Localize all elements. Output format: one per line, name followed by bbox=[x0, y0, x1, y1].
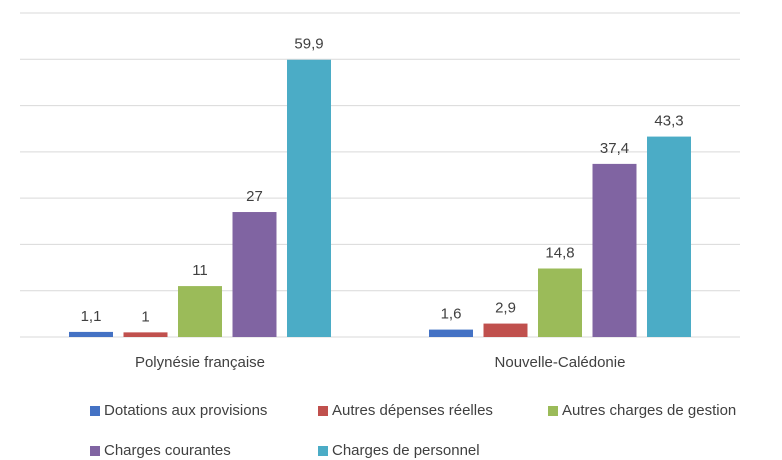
bar bbox=[647, 136, 691, 337]
bar bbox=[178, 286, 222, 337]
data-label: 1,1 bbox=[81, 308, 102, 325]
legend-swatch bbox=[90, 406, 100, 416]
bar bbox=[483, 323, 528, 337]
legend-swatch bbox=[318, 406, 328, 416]
legend-label: Charges de personnel bbox=[332, 442, 480, 459]
data-label: 37,4 bbox=[600, 140, 629, 157]
data-label: 1,6 bbox=[441, 306, 462, 323]
bar bbox=[123, 332, 168, 337]
data-label: 11 bbox=[192, 262, 208, 279]
data-label: 27 bbox=[246, 188, 263, 205]
bar bbox=[429, 329, 473, 337]
legend-label: Autres charges de gestion bbox=[562, 402, 736, 419]
data-label: 14,8 bbox=[545, 244, 574, 261]
legend-label: Autres dépenses réelles bbox=[332, 402, 493, 419]
legend-label: Charges courantes bbox=[104, 442, 231, 459]
data-label: 2,9 bbox=[495, 300, 516, 317]
x-tick-label: Nouvelle-Calédonie bbox=[495, 354, 626, 371]
legend-swatch bbox=[90, 446, 100, 456]
legend-label: Dotations aux provisions bbox=[104, 402, 267, 419]
bar bbox=[592, 163, 637, 337]
data-label: 59,9 bbox=[294, 36, 323, 53]
legend-swatch bbox=[548, 406, 558, 416]
data-label: 43,3 bbox=[654, 113, 683, 130]
bar bbox=[287, 59, 331, 338]
bar bbox=[538, 268, 582, 337]
x-tick-label: Polynésie française bbox=[135, 354, 265, 371]
bar bbox=[69, 331, 113, 337]
legend-swatch bbox=[318, 446, 328, 456]
data-label: 1 bbox=[141, 308, 149, 325]
bar bbox=[232, 212, 277, 337]
